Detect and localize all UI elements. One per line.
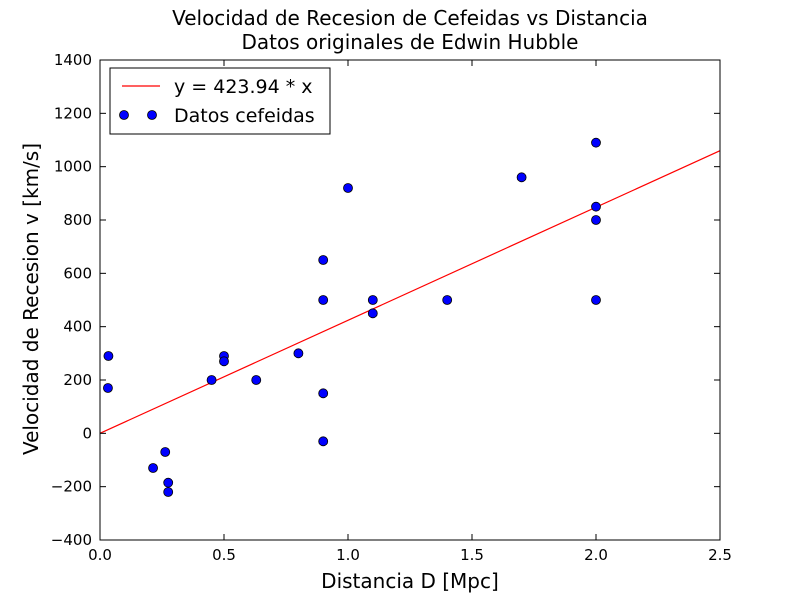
plot-frame xyxy=(99,59,721,541)
y-tick-label: −200 xyxy=(51,478,92,496)
data-point xyxy=(343,183,353,193)
y-tick-label: 600 xyxy=(63,264,92,282)
data-point xyxy=(219,356,229,367)
plot-area: 0.0 0.5 1.0 1.5 2.0 2.5 −400 −200 0 200 400 600 800 1… xyxy=(51,51,732,564)
data-point xyxy=(591,295,601,305)
y-tick-label: 1400 xyxy=(54,51,92,69)
data-point xyxy=(318,295,329,305)
y-tick-label: 400 xyxy=(63,318,92,336)
data-point xyxy=(591,215,601,225)
x-tick-label: 0.0 xyxy=(88,546,112,564)
legend-marker-swatch xyxy=(119,110,129,120)
data-point xyxy=(367,295,378,305)
data-point xyxy=(367,308,378,319)
legend-marker-swatch xyxy=(147,110,157,120)
data-point xyxy=(206,375,217,385)
chart-title: Velocidad de Recesion de Cefeidas vs Dis… xyxy=(172,6,648,30)
y-tick-label: −400 xyxy=(51,531,92,549)
data-point xyxy=(591,201,601,212)
x-axis-label: Distancia D [Mpc] xyxy=(321,569,499,593)
data-point xyxy=(293,348,304,359)
data-point xyxy=(160,447,171,457)
legend: y = 423.94 * x Datos cefeidas xyxy=(109,67,331,135)
legend-series-label: Datos cefeidas xyxy=(174,105,315,127)
data-point xyxy=(591,137,601,148)
data-point xyxy=(318,436,329,447)
data-point xyxy=(103,383,113,393)
y-tick-label: 800 xyxy=(63,211,92,229)
data-point xyxy=(442,295,453,305)
y-tick-label: 1000 xyxy=(54,158,92,176)
y-tick-label: 1200 xyxy=(54,104,92,122)
chart-subtitle: Datos originales de Edwin Hubble xyxy=(242,30,579,54)
x-tick-label: 1.0 xyxy=(336,546,360,564)
data-point xyxy=(318,255,329,265)
data-point xyxy=(318,388,329,399)
x-tick-label: 2.5 xyxy=(708,546,732,564)
fit-line xyxy=(100,150,720,434)
y-tick-label: 200 xyxy=(63,371,92,389)
data-point xyxy=(163,477,174,488)
legend-box xyxy=(109,67,331,135)
legend-fit-label: y = 423.94 * x xyxy=(174,76,313,98)
data-point xyxy=(163,487,174,497)
y-tick-label: 0 xyxy=(82,424,92,442)
x-tick-label: 0.5 xyxy=(212,546,236,564)
x-tick-label: 2.0 xyxy=(584,546,608,564)
data-point xyxy=(148,463,158,473)
data-point xyxy=(251,375,262,385)
x-tick-label: 1.5 xyxy=(460,546,484,564)
data-point xyxy=(103,351,114,361)
data-point xyxy=(516,172,527,183)
y-axis-label: Velocidad de Recesion v [km/s] xyxy=(19,143,43,455)
